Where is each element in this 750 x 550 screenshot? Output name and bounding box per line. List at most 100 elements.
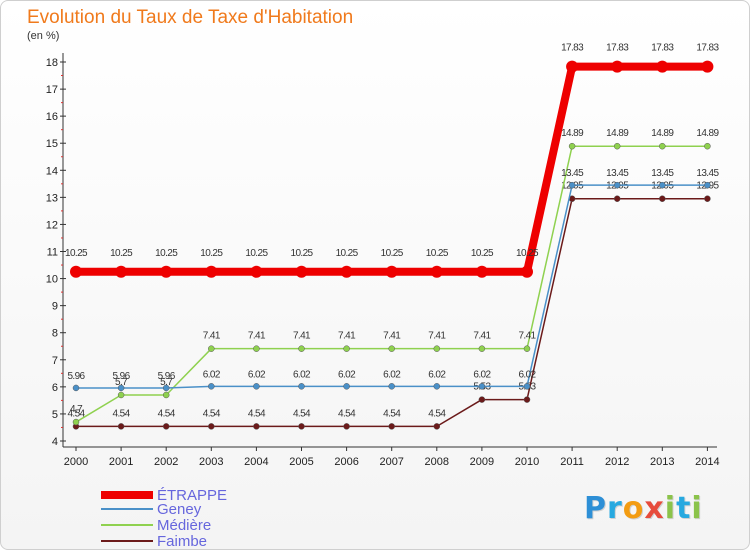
data-point-etrappe — [701, 60, 714, 73]
data-point-geney — [253, 383, 260, 390]
data-label-faimbe: 4.54 — [158, 408, 176, 419]
data-label-geney: 6.02 — [428, 369, 446, 380]
x-tick-label: 2003 — [199, 456, 223, 468]
data-point-mediere — [72, 418, 80, 426]
data-label-faimbe: 4.54 — [203, 408, 221, 419]
data-point-geney — [478, 383, 486, 390]
legend-label-mediere: Médière — [157, 517, 212, 534]
data-label-mediere: 7.41 — [338, 331, 356, 342]
data-label-geney: 6.02 — [293, 369, 311, 380]
data-label-geney: 13.45 — [606, 168, 629, 179]
data-point-geney — [388, 383, 395, 390]
data-label-etrappe: 17.83 — [651, 43, 674, 54]
legend-swatch-mediere — [101, 524, 153, 526]
x-tick-label: 2000 — [64, 456, 88, 468]
series-line-faimbe — [75, 197, 709, 428]
data-label-geney: 13.45 — [561, 168, 584, 179]
y-tick-label: 18 — [46, 57, 58, 69]
data-point-geney — [704, 181, 711, 189]
data-point-mediere — [478, 345, 486, 352]
data-label-mediere: 4.7 — [70, 404, 83, 415]
y-tick-label: 7 — [52, 355, 58, 367]
logo-letter: i — [664, 491, 677, 526]
logo-letter: P — [584, 491, 607, 526]
logo-letter: t — [676, 491, 692, 526]
data-point-mediere — [162, 391, 170, 399]
y-tick-label: 5 — [52, 409, 58, 421]
x-tick-label: 2004 — [244, 456, 268, 468]
data-point-geney — [613, 181, 621, 189]
data-point-faimbe — [523, 396, 531, 403]
data-label-faimbe: 4.54 — [67, 408, 85, 419]
x-tick-label: 2011 — [560, 456, 584, 468]
y-tick-label: 14 — [46, 165, 58, 177]
y-axis-unit: (en %) — [27, 30, 60, 42]
data-point-etrappe — [160, 265, 173, 278]
data-point-geney — [568, 181, 576, 189]
y-tick-label: 6 — [52, 382, 58, 394]
data-label-geney: 6.02 — [473, 369, 491, 380]
x-tick-label: 2006 — [334, 456, 358, 468]
data-point-mediere — [253, 345, 260, 352]
y-tick-label: 17 — [46, 84, 58, 96]
data-label-geney: 6.02 — [383, 369, 401, 380]
y-tick-label: 16 — [46, 111, 58, 123]
data-label-faimbe: 4.54 — [248, 408, 266, 419]
x-tick-label: 2008 — [425, 456, 449, 468]
data-point-mediere — [343, 345, 350, 352]
proxiti-logo: Proxiti — [584, 491, 703, 526]
legend-swatch-faimbe — [101, 540, 153, 542]
x-tick-label: 2007 — [379, 456, 403, 468]
data-label-geney: 6.02 — [248, 369, 266, 380]
data-label-etrappe: 10.25 — [336, 248, 359, 259]
data-point-etrappe — [430, 265, 443, 278]
data-label-mediere: 14.89 — [606, 128, 629, 139]
data-point-faimbe — [704, 195, 711, 202]
data-point-geney — [117, 384, 125, 392]
x-tick-label: 2005 — [289, 456, 313, 468]
x-tick-label: 2010 — [515, 456, 539, 468]
data-point-faimbe — [162, 423, 170, 430]
data-label-faimbe: 4.54 — [338, 408, 356, 419]
data-point-faimbe — [433, 423, 441, 430]
data-point-etrappe — [250, 265, 263, 278]
data-label-etrappe: 10.25 — [516, 248, 539, 259]
data-point-geney — [343, 383, 350, 390]
data-point-faimbe — [343, 423, 350, 430]
y-tick-label: 11 — [47, 247, 58, 259]
data-point-mediere — [704, 142, 711, 150]
data-point-etrappe — [566, 60, 579, 73]
data-label-etrappe: 10.25 — [200, 248, 223, 259]
data-label-etrappe: 17.83 — [561, 43, 584, 54]
data-point-faimbe — [478, 396, 486, 403]
data-label-geney: 6.02 — [338, 369, 356, 380]
data-label-etrappe: 10.25 — [290, 248, 313, 259]
data-point-mediere — [208, 345, 215, 352]
data-label-faimbe: 4.54 — [428, 408, 446, 419]
data-point-etrappe — [340, 265, 353, 278]
data-point-etrappe — [70, 265, 82, 278]
data-point-etrappe — [521, 265, 533, 278]
data-point-etrappe — [656, 60, 669, 73]
data-point-mediere — [433, 345, 441, 352]
data-label-mediere: 7.41 — [203, 331, 221, 342]
data-label-geney: 6.02 — [518, 369, 536, 380]
legend-label-geney: Geney — [157, 501, 202, 518]
data-label-faimbe: 4.54 — [383, 408, 401, 419]
data-point-etrappe — [385, 265, 398, 278]
data-label-mediere: 7.41 — [383, 331, 401, 342]
data-label-geney: 6.02 — [203, 369, 221, 380]
x-tick-label: 2012 — [605, 456, 629, 468]
data-label-mediere: 7.41 — [428, 331, 446, 342]
data-label-etrappe: 10.25 — [65, 248, 88, 259]
data-label-mediere: 14.89 — [651, 128, 674, 139]
data-label-geney: 13.45 — [651, 168, 674, 179]
data-label-mediere: 7.41 — [293, 331, 311, 342]
data-label-mediere: 14.89 — [561, 128, 584, 139]
data-point-geney — [659, 181, 666, 189]
data-point-mediere — [659, 142, 666, 150]
logo-letter: x — [644, 491, 665, 526]
x-tick-label: 2001 — [109, 456, 133, 468]
data-point-etrappe — [611, 60, 624, 73]
